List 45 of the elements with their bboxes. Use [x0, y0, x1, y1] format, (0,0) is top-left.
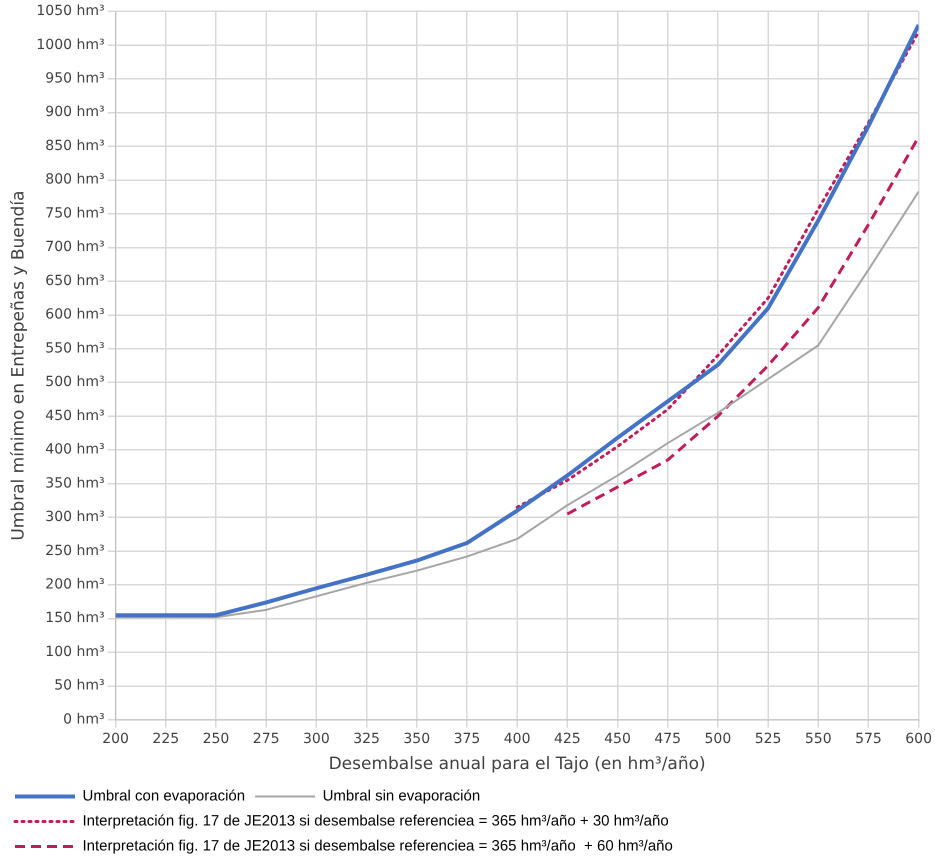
y-tick-label: 600 hm³ — [45, 306, 105, 323]
x-tick-label: 550 — [804, 730, 832, 747]
y-tick-label: 800 hm³ — [45, 172, 105, 188]
y-tick-label: 900 hm³ — [45, 104, 105, 120]
x-tick-label: 600 — [905, 730, 932, 747]
x-tick-label: 250 — [202, 730, 230, 747]
y-tick-label: 250 hm³ — [45, 542, 105, 559]
y-tick-label: 500 hm³ — [45, 374, 105, 390]
y-tick-label: 550 hm³ — [45, 340, 105, 356]
y-tick-label: 1000 hm³ — [36, 36, 105, 53]
x-tick-label: 350 — [403, 730, 430, 747]
y-axis-title: Umbral mínimo en Entrepeñas y Buendía — [8, 190, 29, 541]
y-tick-label: 450 hm³ — [45, 408, 105, 424]
y-tick-label: 50 hm³ — [54, 678, 105, 694]
legend-label: Umbral con evaporación — [82, 788, 246, 805]
y-tick-label: 0 hm³ — [63, 711, 105, 728]
y-tick-label: 1050 hm³ — [36, 3, 105, 20]
x-tick-label: 575 — [855, 730, 882, 747]
legend-label: Interpretación fig. 17 de JE2013 si desembalse referenciea = 365 hm³/año + 60 hm³/año — [82, 838, 673, 855]
y-tick-label: 950 hm³ — [45, 70, 105, 87]
x-tick-label: 525 — [754, 730, 782, 747]
y-tick-label: 200 hm³ — [45, 576, 105, 593]
x-tick-label: 225 — [152, 730, 180, 747]
legend-label: Umbral sin evaporación — [322, 788, 480, 805]
x-tick-label: 400 — [504, 730, 530, 747]
x-axis-title: Desembalse anual para el Tajo (en hm³/año) — [328, 754, 706, 774]
y-tick-label: 700 hm³ — [45, 239, 105, 256]
x-tick-label: 475 — [654, 730, 682, 747]
x-tick-label: 325 — [353, 730, 380, 747]
legend-label: Interpretación fig. 17 de JE2013 si desembalse referenciea = 365 hm³/año + 30 hm³/año — [82, 812, 669, 830]
y-tick-label: 850 hm³ — [45, 138, 105, 154]
y-tick-label: 350 hm³ — [45, 475, 105, 492]
x-tick-label: 500 — [704, 730, 732, 747]
x-tick-label: 425 — [554, 730, 581, 747]
y-tick-label: 400 hm³ — [45, 442, 105, 458]
x-tick-label: 200 — [102, 730, 129, 747]
y-tick-label: 750 hm³ — [45, 205, 105, 222]
x-tick-label: 300 — [302, 730, 330, 747]
y-tick-label: 100 hm³ — [45, 644, 105, 660]
x-tick-label: 375 — [454, 730, 480, 747]
x-tick-label: 450 — [604, 730, 631, 747]
x-tick-label: 275 — [252, 730, 280, 747]
y-tick-label: 150 hm³ — [45, 610, 105, 626]
y-tick-label: 300 hm³ — [45, 509, 105, 526]
y-tick-label: 650 hm³ — [45, 272, 105, 289]
